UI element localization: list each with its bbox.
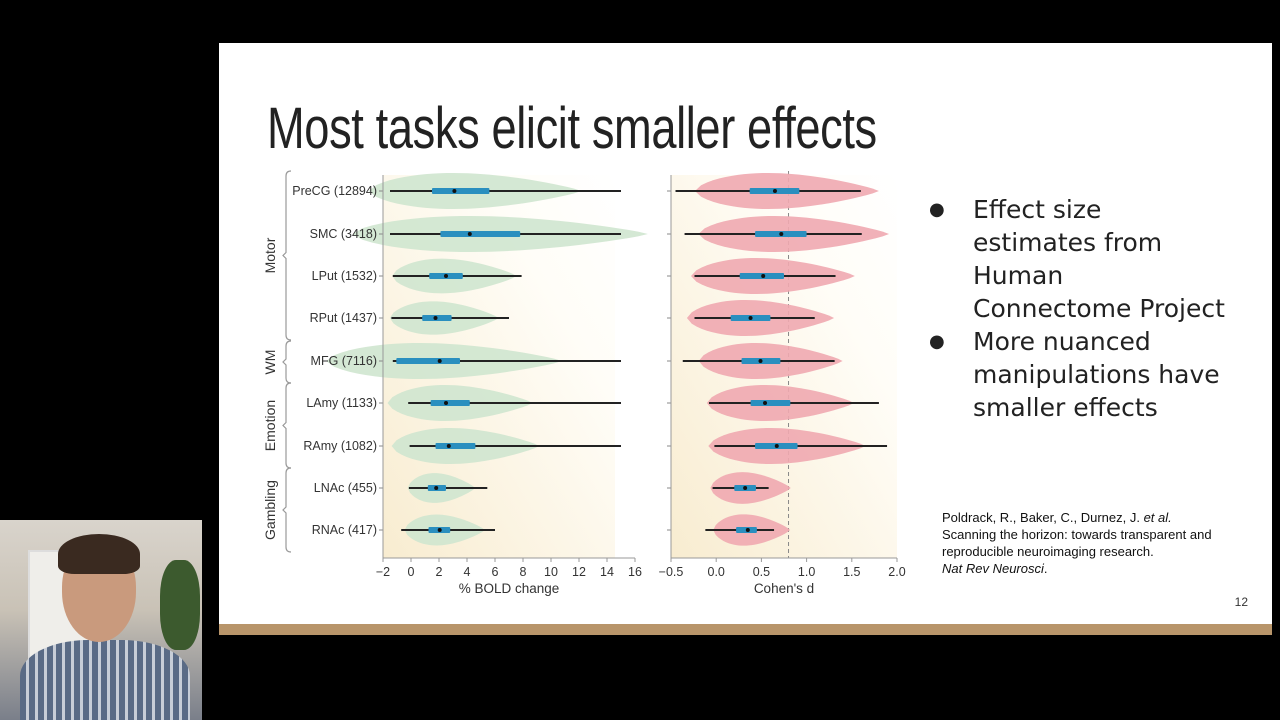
iqr-box [396,358,460,364]
group-brace [282,170,292,341]
median-point [437,528,442,532]
median-point [444,401,448,405]
bullet-item: ● More nuanced manipulations have smaller… [925,325,1225,424]
iqr-box [750,400,791,406]
iqr-box [430,400,470,406]
median-point [745,528,750,532]
category-label: RNAc (417) [312,523,377,537]
bullet-text: More nuanced manipulations have smaller … [973,327,1220,422]
group-label: Motor [262,237,278,273]
iqr-box [432,188,490,194]
x-tick-label: 0.5 [753,565,770,579]
bullet-icon: ● [929,331,945,352]
median-point [763,401,768,405]
x-tick-label: 8 [520,565,527,579]
group-label: Emotion [262,400,278,451]
category-label: MFG (7116) [311,354,377,368]
x-tick-label: 4 [464,565,471,579]
category-label: LPut (1532) [312,269,377,283]
median-point [437,359,442,363]
slide-title: Most tasks elicit smaller effects [267,96,877,161]
bullet-list: ● Effect size estimates from Human Connec… [925,193,1225,424]
citation-title: Scanning the horizon: towards transparen… [942,527,1212,559]
category-label: RAmy (1082) [303,439,377,453]
page-number: 12 [1234,595,1248,609]
category-label: RPut (1437) [310,311,377,325]
bullet-item: ● Effect size estimates from Human Connec… [925,193,1225,325]
median-point [779,232,784,236]
x-tick-label: 1.0 [798,565,815,579]
median-point [467,232,472,236]
category-label: PreCG (12894) [292,184,377,198]
median-point [748,316,753,320]
x-tick-label: 0.0 [708,565,725,579]
x-axis-label: Cohen's d [754,581,814,596]
x-tick-label: −2 [376,565,390,579]
x-tick-label: 16 [628,565,642,579]
x-tick-label: 1.5 [843,565,860,579]
category-label: LAmy (1133) [306,396,377,410]
median-point [434,486,439,490]
category-label: LNAc (455) [314,481,377,495]
median-point [743,486,748,490]
median-point [446,444,451,448]
group-brace [282,382,292,469]
violin-chart: PreCG (12894) SMC (3418) LPut (1532) RPut (… [262,170,906,596]
group-label: Gambling [262,480,278,540]
x-tick-label: 2.0 [888,565,905,579]
category-label: SMC (3418) [310,227,377,241]
x-tick-label: 0 [408,565,415,579]
iqr-box [440,231,521,237]
x-tick-label: 14 [600,565,614,579]
group-label: WM [262,350,278,375]
bullet-icon: ● [929,199,945,220]
group-brace [282,467,292,553]
x-tick-label: −0.5 [659,565,684,579]
median-point [452,189,457,193]
median-point [772,189,777,193]
median-point [761,274,766,278]
median-point [444,274,448,278]
citation-journal: Nat Rev Neurosci [942,561,1044,576]
x-axis-label: % BOLD change [459,581,560,596]
x-tick-label: 12 [572,565,586,579]
slide-accent-bar [219,624,1272,635]
webcam-video [0,520,202,720]
iqr-box [435,443,476,449]
median-point [433,316,438,320]
median-point [774,444,779,448]
x-tick-label: 6 [492,565,499,579]
citation-end: . [1043,561,1048,576]
bullet-text: Effect size estimates from Human Connect… [973,195,1225,323]
median-point [758,359,763,363]
x-tick-label: 2 [436,565,443,579]
x-tick-label: 10 [544,565,558,579]
group-brace [282,340,292,384]
citation-etal: et al. [1143,510,1172,525]
citation-authors: Poldrack, R., Baker, C., Durnez, J. [942,510,1144,525]
citation: Poldrack, R., Baker, C., Durnez, J. et a… [942,509,1242,577]
